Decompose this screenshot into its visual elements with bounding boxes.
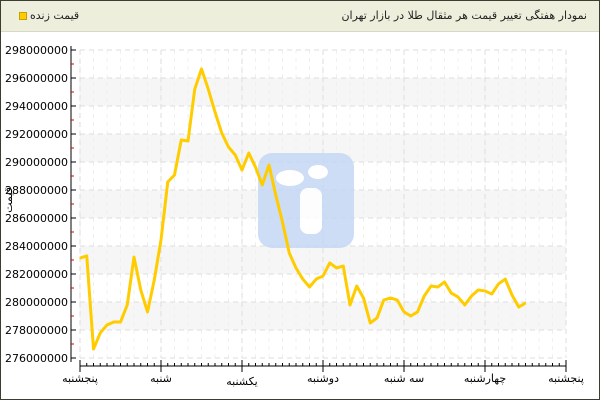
data-point [274,194,277,196]
data-point [295,267,297,269]
y-tick-label: 286000000 [5,212,68,225]
data-point [322,275,324,277]
data-point [234,154,237,156]
x-tick-label: پنجشنبه [62,372,98,385]
data-point [241,169,243,171]
data-point [497,283,500,285]
data-point [517,306,520,308]
legend-item[interactable]: قیمت زنده [19,9,79,22]
x-tick-label: چهارشنبه [464,372,506,385]
data-point [268,164,270,166]
data-point [355,285,358,287]
data-point [193,88,196,90]
data-point [301,278,304,280]
y-axis-label: قیمت [2,187,15,213]
data-point [423,295,426,297]
data-point [430,285,432,287]
x-tick-label: سه شنبه [384,372,424,385]
data-point [200,68,203,70]
data-point [173,174,176,176]
data-point [457,296,459,298]
data-point [443,281,446,283]
data-point [308,286,311,288]
y-tick-label: 288000000 [5,184,68,197]
data-point [261,184,264,186]
logo-watermark [258,153,354,248]
data-point [227,146,230,148]
y-tick-label: 278000000 [5,324,68,337]
data-point [504,278,507,280]
data-point [342,265,345,267]
data-point [369,322,372,324]
data-point [416,311,419,313]
watermark-shape [300,188,322,234]
chart-header: نمودار هفتگی تغییر قیمت هر مثقال طلا در … [1,1,599,32]
x-tick-label: دوشنبه [307,372,339,385]
y-tick-label: 276000000 [5,352,68,365]
data-point [511,294,513,296]
data-point [247,152,250,154]
data-point [409,315,412,317]
data-point [315,278,318,280]
y-tick-label: 294000000 [5,100,68,113]
data-point [281,221,284,223]
watermark-shape [308,165,328,179]
data-point [436,286,439,288]
data-point [79,257,81,259]
data-point [328,262,331,264]
data-point [146,311,149,313]
data-point [119,321,122,323]
y-tick-label: 290000000 [5,156,68,169]
data-point [490,293,493,295]
data-point [187,140,189,142]
data-point [166,181,169,183]
chart-title: نمودار هفتگی تغییر قیمت هر مثقال طلا در … [341,9,587,22]
y-tick-label: 282000000 [5,268,68,281]
data-point [288,252,291,254]
data-point [106,324,108,326]
data-point [254,166,257,168]
data-point [180,139,183,141]
data-point [139,289,142,291]
data-point [450,292,453,294]
data-point [403,311,405,313]
y-tick-label: 298000000 [5,44,68,57]
y-tick-label: 296000000 [5,72,68,85]
data-point [160,239,162,241]
data-point [220,132,223,134]
data-point [396,299,399,301]
data-point [214,111,216,113]
data-point [153,279,156,281]
data-point [99,332,102,334]
watermark-shape [276,170,304,186]
data-point [484,290,486,292]
data-point [524,302,527,304]
x-tick-label: یکشنبه [226,375,258,388]
data-point [477,289,480,291]
data-point [112,321,115,323]
data-point [207,88,210,90]
data-point [382,299,385,301]
data-point [470,295,473,297]
x-tick-label: پنجشنبه [548,372,584,385]
y-tick-label: 284000000 [5,240,68,253]
data-point [362,297,365,299]
data-point [376,317,378,319]
y-tick-label: 280000000 [5,296,68,309]
data-point [85,255,88,257]
x-tick-label: شنبه [150,372,172,385]
legend-label: قیمت زنده [30,9,80,22]
data-point [335,267,338,269]
data-point [133,256,135,258]
data-point [349,304,351,306]
data-point [389,297,392,299]
legend-swatch [19,11,27,20]
data-point [463,304,466,306]
y-tick-label: 292000000 [5,128,68,141]
data-point [92,348,95,350]
data-point [126,304,129,306]
